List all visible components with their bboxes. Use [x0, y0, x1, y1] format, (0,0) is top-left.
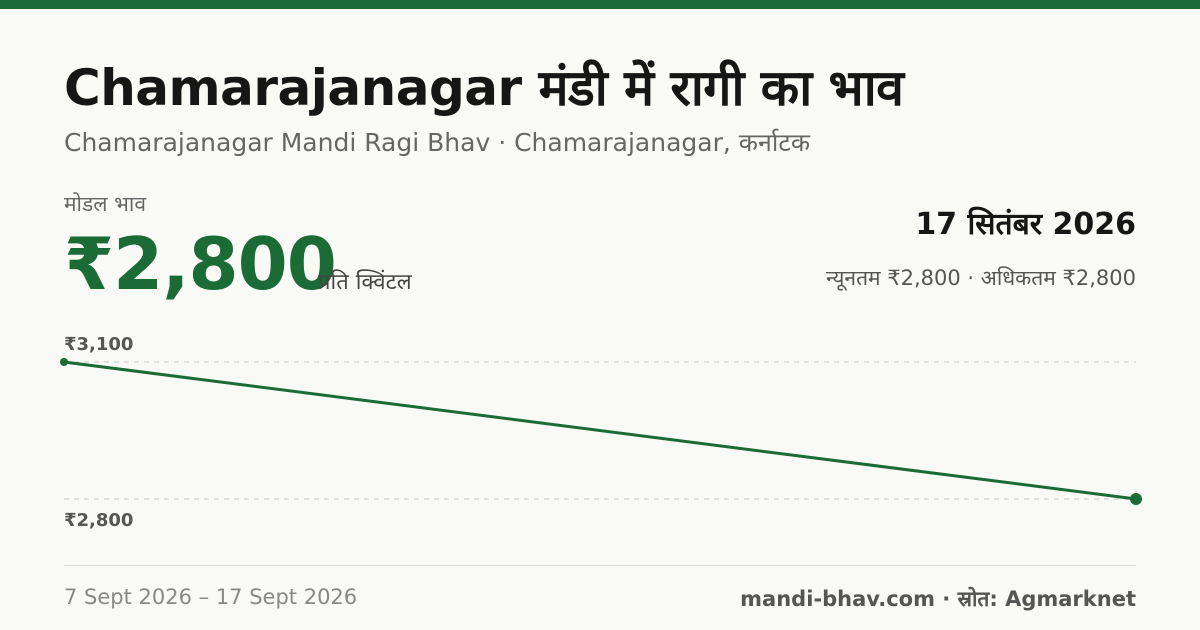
source-credit: mandi-bhav.com · स्रोत: Agmarknet: [740, 587, 1136, 611]
price-line: [63, 360, 1137, 501]
price-unit: प्रति क्विंटल: [318, 270, 412, 295]
model-price-value: ₹2,800: [64, 222, 337, 306]
price-series: [60, 358, 1142, 505]
data-point: [60, 358, 68, 366]
footer-divider: [64, 565, 1136, 566]
model-price-label: मोडल भाव: [64, 192, 147, 216]
min-max-price: न्यूनतम ₹2,800 · अधिकतम ₹2,800: [826, 266, 1136, 290]
y-tick-label-max: ₹3,100: [64, 334, 134, 355]
page-title: Chamarajanagar मंडी में रागी का भाव: [64, 59, 904, 117]
page-subtitle: Chamarajanagar Mandi Ragi Bhav · Chamara…: [64, 128, 811, 157]
date-range: 7 Sept 2026 – 17 Sept 2026: [64, 585, 358, 609]
price-date: 17 सितंबर 2026: [915, 207, 1136, 242]
top-accent-bar: [0, 0, 1200, 9]
y-tick-label-min: ₹2,800: [64, 510, 134, 531]
data-point-latest: [1130, 493, 1142, 505]
